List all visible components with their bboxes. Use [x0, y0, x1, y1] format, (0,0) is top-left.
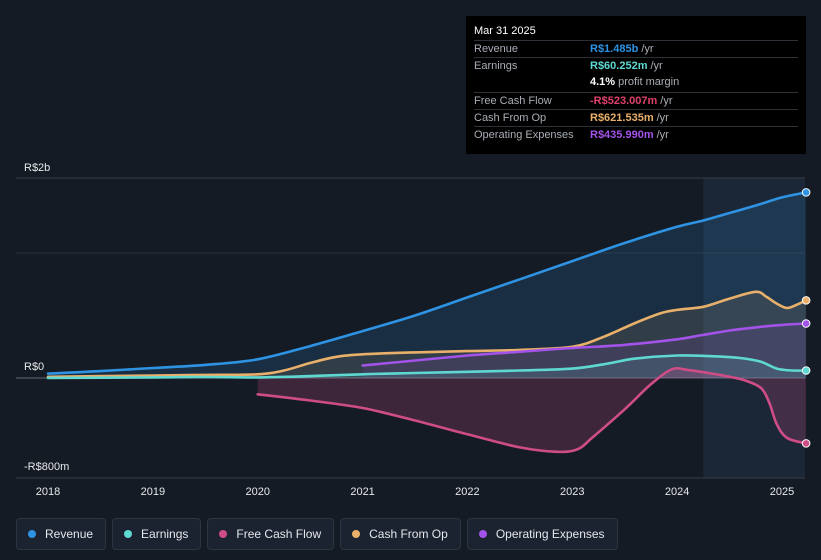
- x-tick-2019: 2019: [141, 486, 165, 498]
- x-tick-2023: 2023: [560, 486, 584, 498]
- legend-item-revenue[interactable]: Revenue: [16, 518, 107, 550]
- series-lines: [46, 191, 808, 454]
- tooltip-row-label: Operating Expenses: [474, 128, 574, 141]
- line-opex: [361, 322, 808, 367]
- tooltip-row-unit: /yr: [656, 111, 669, 124]
- tooltip-row-label: Revenue: [474, 43, 519, 55]
- tooltip-row-value: R$1.485b: [590, 43, 639, 55]
- tooltip-row-value: -R$523.007m: [590, 94, 658, 107]
- x-tick-2018: 2018: [36, 486, 60, 498]
- end-marker-cfo: [801, 296, 811, 305]
- x-axis-ticks: 2018 2019 2020 2021 2022 2023 2024 2025: [36, 486, 794, 498]
- series-fills: [48, 192, 807, 452]
- end-marker-fcf: [801, 439, 811, 448]
- tooltip-row-label: Free Cash Flow: [474, 94, 552, 107]
- tooltip-rows: Revenue R$1.485b/yr Earnings R$60.252m/yr 4.…: [474, 40, 798, 143]
- legend-dot-icon: [124, 530, 133, 538]
- tooltip-row-unit: /yr: [641, 43, 654, 55]
- series-end-markers: [801, 188, 811, 448]
- chart-area: R$2b R$0 -R$800m 2018 2019 2020 2021 2022 202…: [16, 162, 811, 498]
- tooltip-row-label: Cash From Op: [474, 111, 547, 124]
- legend-dot-icon: [478, 530, 487, 538]
- data-tooltip: Mar 31 2025 Revenue R$1.485b/yr Earnings R$…: [466, 16, 806, 154]
- legend-label: Earnings: [141, 527, 189, 541]
- legend-label: Revenue: [45, 527, 94, 541]
- x-tick-2024: 2024: [665, 486, 689, 498]
- tooltip-row-value: R$435.990m: [590, 128, 654, 141]
- tooltip-row: Revenue R$1.485b/yr: [474, 40, 798, 57]
- tooltip-row-label: [474, 74, 590, 91]
- end-marker-revenue: [801, 188, 811, 197]
- x-tick-2025: 2025: [770, 486, 794, 498]
- tooltip-row-value: R$60.252m: [590, 60, 648, 73]
- legend-label: Cash From Op: [369, 527, 448, 541]
- x-tick-2020: 2020: [245, 486, 269, 498]
- end-marker-opex: [801, 319, 811, 328]
- line-revenue: [46, 191, 808, 375]
- tooltip-row-unit: profit margin: [618, 76, 680, 89]
- tooltip-row: Free Cash Flow -R$523.007m/yr: [474, 91, 798, 109]
- tooltip-row-unit: /yr: [660, 94, 673, 107]
- legend-item-operating-expenses[interactable]: Operating Expenses: [466, 518, 618, 550]
- legend-item-earnings[interactable]: Earnings: [112, 518, 202, 550]
- legend-item-free-cash-flow[interactable]: Free Cash Flow: [207, 518, 335, 550]
- x-tick-2022: 2022: [455, 486, 479, 498]
- tooltip-row-unit: /yr: [656, 128, 669, 141]
- legend-dot-icon: [352, 530, 361, 538]
- y-label-zero: R$0: [24, 361, 44, 373]
- tooltip-row-label: Earnings: [474, 60, 518, 73]
- tooltip-row-value: R$621.535m: [590, 111, 654, 124]
- x-tick-2021: 2021: [350, 486, 374, 498]
- tooltip-date: Mar 31 2025: [474, 25, 536, 37]
- area-earnings: [48, 355, 807, 378]
- tooltip-row: 4.1% profit margin: [474, 74, 798, 91]
- tooltip-row-unit: /yr: [650, 60, 663, 73]
- y-label-top: R$2b: [24, 162, 50, 174]
- end-marker-earnings: [801, 366, 811, 375]
- tooltip-row: Earnings R$60.252m/yr: [474, 57, 798, 74]
- y-label-bottom: -R$800m: [24, 461, 69, 473]
- tooltip-row: Cash From Op R$621.535m/yr: [474, 108, 798, 126]
- area-fcf: [257, 368, 807, 452]
- legend-label: Operating Expenses: [495, 527, 605, 541]
- legend-item-cash-from-op[interactable]: Cash From Op: [340, 518, 461, 550]
- line-fcf: [256, 366, 808, 454]
- area-cfo: [48, 291, 807, 378]
- tooltip-row-value: 4.1%: [590, 76, 616, 89]
- legend-dot-icon: [219, 530, 228, 538]
- tooltip-row: Operating Expenses R$435.990m/yr: [474, 125, 798, 143]
- line-cfo: [46, 290, 808, 379]
- legend-label: Free Cash Flow: [236, 527, 322, 541]
- line-earnings: [46, 354, 808, 380]
- chart-legend: Revenue Earnings Free Cash Flow Cash From O…: [16, 518, 618, 550]
- legend-dot-icon: [28, 530, 36, 538]
